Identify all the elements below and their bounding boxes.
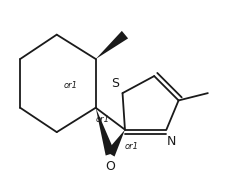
- Text: or1: or1: [95, 115, 109, 124]
- Text: or1: or1: [124, 142, 138, 151]
- Polygon shape: [95, 108, 114, 155]
- Text: or1: or1: [64, 81, 78, 90]
- Text: N: N: [166, 135, 175, 148]
- Polygon shape: [106, 130, 124, 157]
- Text: O: O: [105, 160, 115, 173]
- Text: S: S: [111, 77, 119, 90]
- Polygon shape: [95, 31, 128, 59]
